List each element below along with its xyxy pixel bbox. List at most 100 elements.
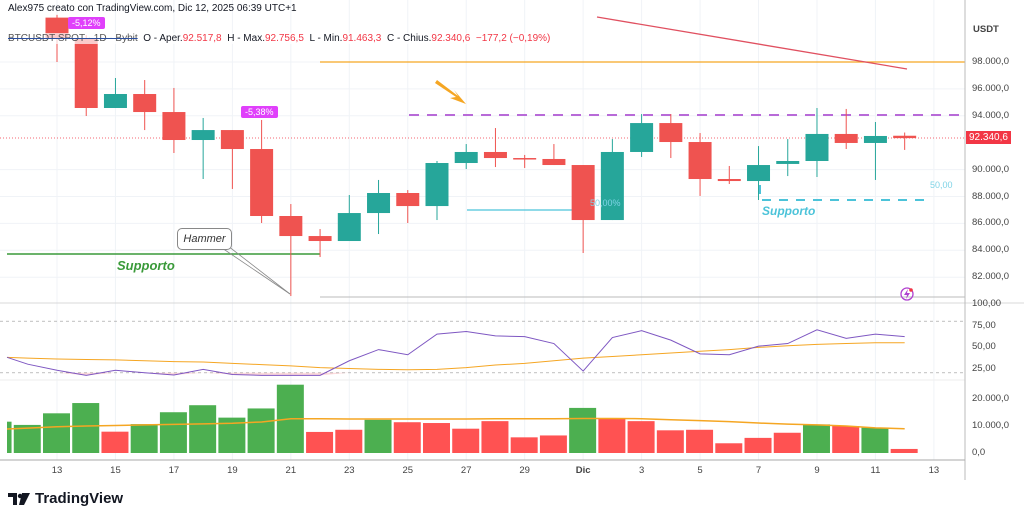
time-tick-label: Dic bbox=[575, 465, 591, 476]
candle[interactable] bbox=[747, 146, 771, 200]
volume-tick-label: 0,0 bbox=[972, 447, 986, 458]
candle-body bbox=[308, 236, 332, 242]
percent-badge-2[interactable]: -5,38% bbox=[241, 106, 278, 118]
candle[interactable] bbox=[454, 144, 478, 170]
candle[interactable] bbox=[659, 114, 683, 159]
candle-body bbox=[279, 216, 303, 237]
candle-body bbox=[834, 133, 858, 143]
candle[interactable] bbox=[396, 190, 420, 223]
candle[interactable] bbox=[250, 119, 274, 223]
currency-label[interactable]: USDT bbox=[973, 24, 999, 35]
candle-body bbox=[630, 123, 654, 152]
rsi-tick-label: 50,00 bbox=[972, 341, 996, 352]
volume-bar bbox=[159, 412, 187, 453]
volume-ma-line bbox=[6, 417, 905, 430]
time-tick-label: 15 bbox=[110, 465, 121, 476]
symbol-name[interactable]: BTCUSDT SPOT · 1D · Bybit bbox=[8, 33, 138, 44]
volume-bar bbox=[364, 419, 392, 453]
candle[interactable] bbox=[717, 165, 741, 184]
price-tick-label: 94.000,0 bbox=[972, 109, 1009, 121]
lightning-alert-icon[interactable] bbox=[900, 287, 914, 301]
candle-body bbox=[133, 94, 157, 113]
candle[interactable] bbox=[571, 165, 595, 253]
tradingview-logo[interactable]: TradingView bbox=[8, 490, 123, 507]
time-tick-label: 9 bbox=[814, 465, 820, 476]
candle[interactable] bbox=[337, 195, 361, 242]
candle[interactable] bbox=[863, 121, 887, 180]
volume-bar bbox=[72, 403, 100, 453]
candle[interactable] bbox=[308, 229, 332, 258]
candle[interactable] bbox=[162, 87, 186, 154]
candle[interactable] bbox=[600, 139, 624, 221]
candle[interactable] bbox=[367, 179, 391, 235]
volume-bar bbox=[481, 421, 509, 453]
candle[interactable] bbox=[483, 128, 507, 168]
volume-bar bbox=[422, 423, 450, 453]
support-dashed-line-cyan[interactable] bbox=[759, 185, 930, 201]
candle[interactable] bbox=[688, 133, 712, 196]
hammer-pointer-line-2 bbox=[227, 245, 291, 295]
close-value: 92.340,6 bbox=[431, 33, 471, 44]
time-tick-label: 27 bbox=[460, 465, 472, 476]
candle-body bbox=[483, 151, 507, 159]
orange-arrow-icon[interactable] bbox=[435, 80, 466, 104]
price-tick-label: 84.000,0 bbox=[972, 244, 1009, 256]
candle-body bbox=[600, 151, 624, 221]
open-value: 92.517,8 bbox=[182, 33, 222, 44]
candle[interactable] bbox=[191, 117, 215, 180]
time-tick-label: 11 bbox=[870, 465, 881, 476]
candle[interactable] bbox=[103, 78, 127, 108]
volume-bar bbox=[832, 426, 860, 453]
candle[interactable] bbox=[805, 107, 829, 177]
candle-body bbox=[893, 135, 917, 139]
candle[interactable] bbox=[425, 160, 449, 221]
candle[interactable] bbox=[776, 139, 800, 177]
volume-bar bbox=[306, 431, 334, 453]
volume-indicator bbox=[6, 384, 918, 453]
time-tick-label: 13 bbox=[51, 465, 63, 476]
fib-label-1: 50,00% bbox=[590, 198, 621, 208]
support-label-right[interactable]: Supporto bbox=[762, 204, 816, 218]
time-tick-label: 7 bbox=[755, 465, 762, 476]
low-label: L - Min. bbox=[309, 33, 343, 44]
volume-bar bbox=[13, 424, 41, 453]
candle[interactable] bbox=[279, 204, 303, 297]
rsi-ma-line bbox=[6, 342, 905, 371]
percent-badge-1[interactable]: -5,12% bbox=[68, 17, 105, 29]
change-value: −177,2 (−0,19%) bbox=[475, 33, 551, 44]
candle[interactable] bbox=[133, 80, 157, 131]
tradingview-logo-icon bbox=[8, 492, 30, 505]
price-tick-label: 98.000,0 bbox=[972, 56, 1009, 67]
high-value: 92.756,5 bbox=[264, 33, 304, 44]
candle-body bbox=[659, 123, 683, 143]
support-label-left[interactable]: Supporto bbox=[117, 258, 175, 273]
candle[interactable] bbox=[220, 130, 244, 189]
volume-tick-label: 20.000,0 bbox=[972, 393, 1009, 404]
candle-body bbox=[542, 158, 566, 166]
volume-bar bbox=[656, 430, 684, 453]
candle-body bbox=[250, 149, 274, 217]
volume-bar bbox=[335, 429, 363, 453]
open-label: O - Aper. bbox=[143, 33, 183, 44]
volume-bar bbox=[247, 408, 275, 453]
candle[interactable] bbox=[74, 35, 98, 117]
time-tick-label: 5 bbox=[697, 465, 703, 476]
volume-bar bbox=[43, 413, 70, 453]
candle[interactable] bbox=[834, 108, 858, 150]
close-label: C - Chius. bbox=[386, 33, 432, 44]
candle-body bbox=[776, 160, 800, 164]
hammer-callout[interactable]: Hammer bbox=[177, 228, 232, 250]
candle[interactable] bbox=[893, 132, 917, 150]
time-tick-label: 13 bbox=[928, 465, 940, 476]
grid bbox=[0, 0, 965, 460]
fib-label-2: 50,00 bbox=[930, 180, 953, 190]
candle[interactable] bbox=[542, 144, 566, 166]
trendline-red[interactable] bbox=[596, 16, 908, 70]
symbol-legend: BTCUSDT SPOT · 1D · Bybit O - Aper.92.51… bbox=[8, 33, 551, 44]
candle[interactable] bbox=[630, 114, 654, 157]
candle[interactable] bbox=[513, 154, 537, 168]
drawings bbox=[0, 16, 965, 298]
candle-body bbox=[191, 130, 215, 141]
candle-body bbox=[74, 39, 98, 108]
